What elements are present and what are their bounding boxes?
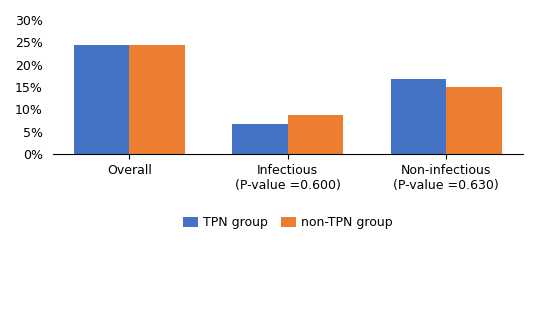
Bar bbox=[391, 79, 446, 154]
Bar bbox=[446, 88, 501, 154]
Legend: TPN group, non-TPN group: TPN group, non-TPN group bbox=[178, 211, 397, 234]
Bar bbox=[74, 45, 130, 154]
Bar bbox=[232, 124, 288, 154]
Bar bbox=[288, 115, 343, 154]
Bar bbox=[130, 46, 185, 154]
